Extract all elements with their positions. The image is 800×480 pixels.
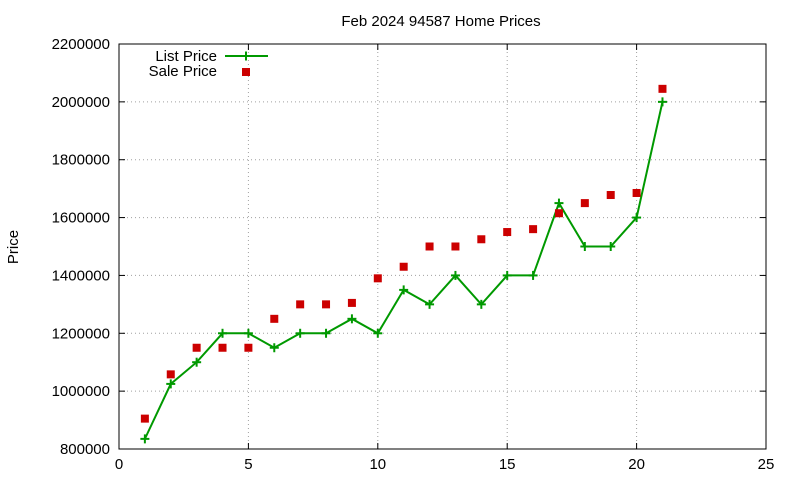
y-tick-label: 1200000 [52, 325, 110, 342]
y-tick-label: 800000 [60, 441, 110, 458]
sale-price-point [192, 343, 201, 352]
list-price-point [606, 242, 616, 251]
sale-price-point [658, 84, 667, 93]
legend-marker-list-price [241, 51, 251, 61]
sale-price-point [477, 235, 486, 244]
legend-label-sale-price: Sale Price [149, 63, 217, 80]
chart-title: Feb 2024 94587 Home Prices [341, 13, 540, 30]
y-tick-label: 2200000 [52, 36, 110, 53]
list-price-point [476, 299, 486, 309]
y-tick-label: 1400000 [52, 267, 110, 284]
x-tick-label: 25 [758, 456, 775, 473]
plot-border [118, 43, 767, 450]
sale-price-point [399, 262, 408, 271]
list-price-point [425, 299, 435, 309]
list-price-point [554, 198, 564, 208]
x-tick-label: 0 [115, 456, 123, 473]
list-price-point [218, 328, 228, 338]
y-tick-label: 1800000 [52, 152, 110, 169]
x-tick-label: 5 [244, 456, 252, 473]
list-price-point [657, 97, 667, 107]
list-price-point [373, 328, 383, 338]
list-price-point [269, 343, 279, 353]
list-price-point [140, 434, 150, 444]
sale-price-point [554, 209, 563, 218]
sale-price-point [503, 228, 512, 237]
sale-price-point [244, 343, 253, 352]
sale-price-point [322, 300, 331, 309]
sale-price-point [632, 188, 641, 197]
x-tick-label: 10 [369, 456, 386, 473]
list-price-point [450, 270, 460, 280]
sale-price-point [529, 225, 538, 234]
list-price-point [243, 328, 253, 338]
x-tick-label: 15 [499, 456, 516, 473]
y-axis-title: Price [5, 230, 22, 264]
list-price-point [632, 213, 642, 223]
sale-price-point [296, 300, 305, 309]
sale-price-point [270, 314, 279, 323]
plot-area [140, 84, 667, 444]
sale-price-point [373, 274, 382, 283]
sale-price-point [166, 370, 175, 379]
list-price-point [295, 328, 305, 338]
list-price-point [166, 379, 176, 389]
list-price-point [321, 328, 331, 338]
grid-lines [119, 44, 766, 449]
legend-label-list-price: List Price [155, 48, 217, 65]
list-price-point [528, 270, 538, 280]
sale-price-point [140, 414, 149, 423]
y-tick-label: 2000000 [52, 94, 110, 111]
list-price-point [502, 270, 512, 280]
sale-price-point [606, 191, 615, 200]
legend-marker-sale-price [242, 68, 250, 76]
y-tick-label: 1600000 [52, 210, 110, 227]
sale-price-point [347, 298, 356, 307]
sale-price-point [580, 199, 589, 208]
sale-price-point [218, 343, 227, 352]
list-price-point [347, 314, 357, 324]
sale-price-point [451, 242, 460, 251]
list-price-point [192, 357, 202, 367]
list-price-point [399, 285, 409, 295]
legend: List Price Sale Price [149, 48, 268, 80]
list-price-point [580, 242, 590, 251]
tick-labels: 0 5 10 15 20 25 800000 1000000 1200000 1400000 160… [52, 36, 775, 473]
sale-price-point [425, 242, 434, 251]
axes [118, 43, 767, 450]
y-tick-label: 1000000 [52, 383, 110, 400]
x-tick-label: 20 [628, 456, 645, 473]
